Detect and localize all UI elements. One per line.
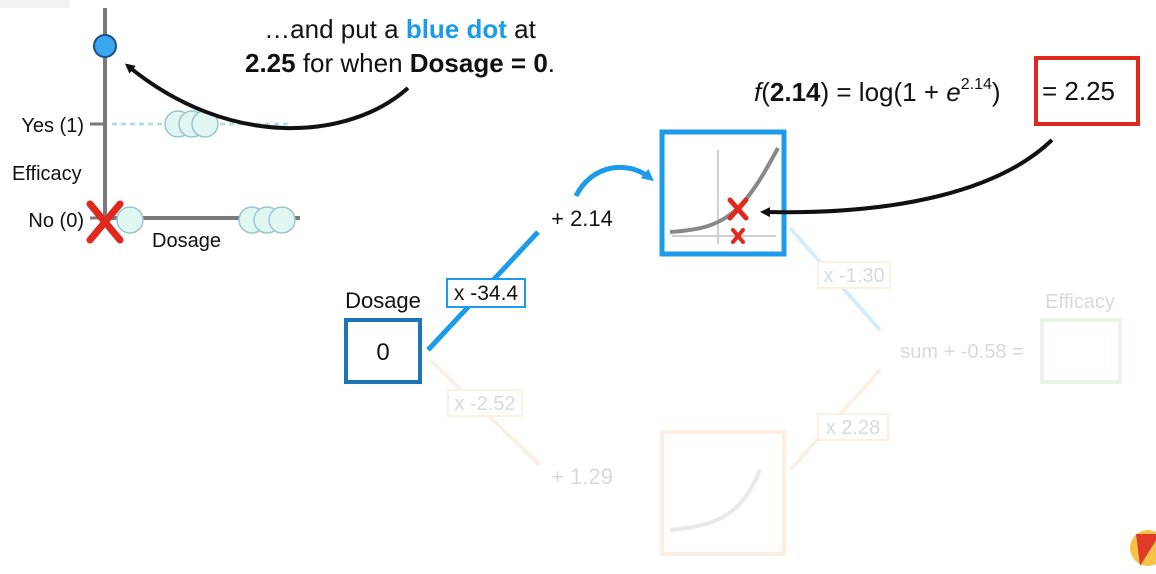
- formula-exponent: 2.14: [960, 76, 992, 93]
- input-value: 0: [376, 339, 389, 366]
- no-data-points: [116, 206, 296, 234]
- caption-emphasis-blue-dot: blue dot: [405, 14, 507, 44]
- formula-arg: 2.14: [769, 77, 821, 107]
- y-axis-label: Efficacy: [12, 163, 82, 185]
- bias-to-activation-arrow: [573, 164, 654, 198]
- top-out-weight-label: x -1.30: [823, 265, 884, 287]
- top-out-weight-box: [817, 261, 891, 289]
- bottom-weight-box: [447, 389, 523, 417]
- bottom-out-weight-box: [817, 413, 889, 441]
- caption-value: 2.25: [244, 48, 296, 78]
- data-point: [116, 206, 144, 234]
- caption-text: at: [506, 14, 536, 44]
- red-x-marker: [86, 200, 124, 244]
- output-box: [1040, 318, 1122, 384]
- caption-arrow: [124, 63, 410, 131]
- caption-line-2: 2.25 for when Dosage = 0.: [210, 46, 590, 80]
- caption: …and put a blue dot at 2.25 for when Dos…: [210, 12, 590, 80]
- caption-dosage-zero: Dosage = 0: [409, 48, 548, 78]
- sum-text: sum + -0.58 =: [900, 341, 1023, 363]
- top-bias-label: + 2.14: [551, 206, 613, 231]
- formula-close: ): [991, 77, 1001, 107]
- caption-text: .: [547, 48, 556, 78]
- formula-mid: ) = log(1 +: [820, 77, 947, 107]
- caption-text: …and put a: [264, 14, 406, 44]
- data-point: [268, 206, 296, 234]
- bottom-bias-label: + 1.29: [551, 464, 613, 489]
- no-label: No (0): [28, 210, 84, 232]
- activation-box-frame: [659, 129, 787, 257]
- top-weight-box: [446, 278, 526, 308]
- x-axis-label: Dosage: [152, 230, 221, 252]
- cropped-doodle-strip: [0, 0, 70, 8]
- network-input: Dosage 0: [344, 288, 422, 384]
- result-highlight-box: [1034, 56, 1140, 126]
- yes-data-points: [164, 110, 219, 138]
- top-activation-box: [659, 129, 787, 257]
- formula-e: e: [946, 77, 961, 107]
- faint-network-parts: x -2.52 + 1.29 x 2.28 x -1.30 sum + -0.5…: [428, 226, 1122, 556]
- result-arrow: [760, 138, 1054, 218]
- bottom-input-connection: [428, 358, 542, 467]
- bottom-out-weight-label: x 2.28: [826, 417, 880, 439]
- top-output-connection: [788, 226, 882, 332]
- formula-result: = 2.25: [1042, 76, 1116, 106]
- statquest-logo-fragment: [1130, 530, 1156, 566]
- bottom-activation-box: [660, 430, 786, 556]
- yes-label: Yes (1): [21, 115, 84, 137]
- input-box: [344, 318, 422, 384]
- softplus-formula: f(2.14) = log(1 + e2.14): [754, 76, 1001, 107]
- blue-dot: [93, 34, 117, 58]
- bottom-weight-label: x -2.52: [454, 393, 515, 415]
- top-weight-label: x -34.4: [454, 282, 519, 305]
- formula-f: f: [754, 77, 762, 107]
- bottom-output-connection: [788, 368, 882, 472]
- input-label: Dosage: [345, 288, 421, 313]
- output-label: Efficacy: [1045, 291, 1115, 313]
- small-red-x: [731, 228, 745, 244]
- caption-line-1: …and put a blue dot at: [210, 12, 590, 46]
- efficacy-graph: Yes (1) No (0) Efficacy Dosage: [0, 0, 300, 252]
- bottom-activation-curve: [669, 469, 762, 532]
- big-red-x: [727, 197, 749, 221]
- caption-text: for when: [295, 48, 410, 78]
